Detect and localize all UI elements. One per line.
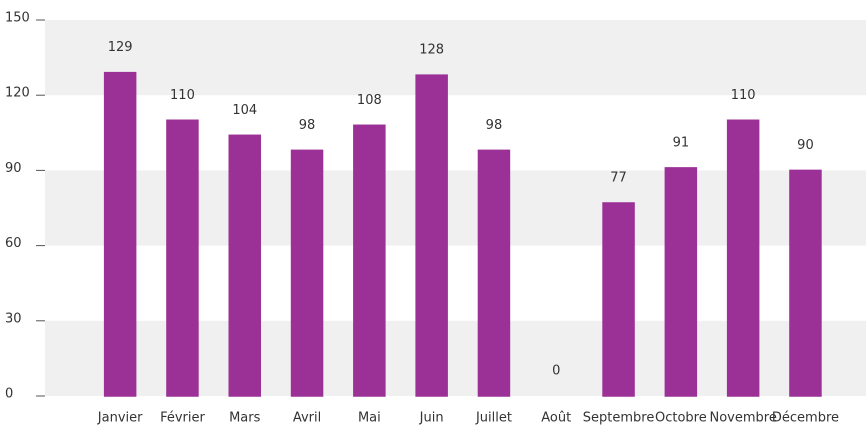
y-tick-label: 0 [5,387,13,402]
value-label: 104 [232,103,257,118]
value-label: 110 [731,88,756,103]
y-tick-label: 120 [5,86,30,101]
x-tick-label: Mars [229,411,261,426]
bar [602,202,635,397]
y-tick-label: 150 [5,11,30,26]
x-tick-label: Avril [293,411,321,426]
value-label: 128 [419,43,444,58]
x-tick-label: Novembre [709,411,776,426]
value-label: 91 [673,135,690,150]
value-label: 90 [797,138,814,153]
bar [166,119,199,397]
x-tick-label: Mai [358,411,381,426]
y-tick-label: 90 [5,161,22,176]
x-tick-label: Juin [419,411,444,426]
value-label: 98 [486,118,503,133]
x-tick-label: Septembre [583,411,655,426]
value-label: 129 [108,40,133,55]
bar [789,169,822,397]
x-tick-label: Février [160,411,205,426]
bar [103,71,137,397]
bar [353,124,386,397]
value-label: 77 [610,170,627,185]
y-tick-label: 30 [5,311,22,326]
x-tick-label: Janvier [97,411,143,426]
grid-band [45,20,866,96]
bar [228,134,261,397]
value-label: 108 [357,93,382,108]
bar [726,119,760,397]
x-tick-label: Octobre [655,411,707,426]
bar [664,167,698,397]
y-tick-label: 60 [5,236,22,251]
x-tick-label: Août [541,411,571,426]
bar [290,149,324,397]
x-tick-label: Décembre [772,411,839,426]
value-label: 0 [552,364,560,379]
x-tick-label: Juillet [475,411,512,426]
bar [477,149,511,397]
bar [415,74,448,397]
value-label: 110 [170,88,195,103]
value-label: 98 [299,118,316,133]
